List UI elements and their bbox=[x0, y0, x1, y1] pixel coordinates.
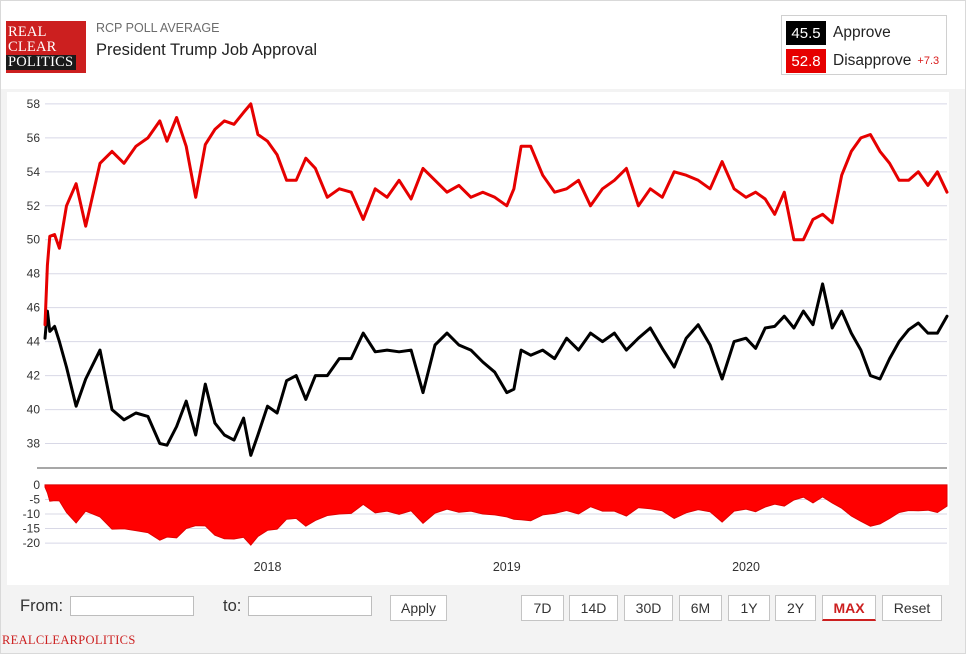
main-y-tick-label: 44 bbox=[27, 335, 41, 349]
main-y-tick-label: 58 bbox=[27, 97, 41, 111]
spread-y-tick-label: -10 bbox=[23, 507, 41, 521]
disapprove-line bbox=[43, 102, 949, 327]
main-y-tick-label: 48 bbox=[27, 267, 41, 281]
approve-value-badge: 45.5 bbox=[786, 21, 826, 45]
logo-line-3: POLITICS bbox=[6, 55, 77, 70]
chart-controls: From: to: Apply 7D 14D 30D 6M 1Y 2Y MAX … bbox=[1, 589, 965, 629]
widget-header: REAL CLEAR POLITICS RCP POLL AVERAGE Pre… bbox=[1, 1, 965, 89]
logo-line-2: CLEAR bbox=[8, 39, 57, 55]
logo-line-1: REAL bbox=[8, 24, 47, 40]
x-tick-label: 2018 bbox=[254, 560, 282, 574]
main-y-tick-label: 54 bbox=[27, 165, 41, 179]
main-y-tick-label: 42 bbox=[27, 369, 41, 383]
main-y-tick-label: 50 bbox=[27, 233, 41, 247]
range-6m-button[interactable]: 6M bbox=[679, 595, 722, 621]
apply-button[interactable]: Apply bbox=[390, 595, 447, 621]
disapprove-value-badge: 52.8 bbox=[786, 49, 826, 73]
main-y-tick-label: 46 bbox=[27, 301, 41, 315]
approve-label: Approve bbox=[833, 24, 891, 41]
chart-area: 38 40 42 44 46 48 50 52 54 56 58 0 -5 -10 -15 -20 2018 20… bbox=[7, 92, 949, 585]
from-label: From: bbox=[20, 597, 64, 615]
range-2y-button[interactable]: 2Y bbox=[775, 595, 816, 621]
to-label: to: bbox=[223, 597, 242, 615]
range-14d-button[interactable]: 14D bbox=[569, 595, 618, 621]
range-7d-button[interactable]: 7D bbox=[521, 595, 564, 621]
to-date-input[interactable] bbox=[248, 596, 372, 616]
reset-button[interactable]: Reset bbox=[882, 595, 942, 621]
main-y-tick-label: 38 bbox=[27, 437, 41, 451]
poll-kicker: RCP POLL AVERAGE bbox=[96, 21, 220, 35]
chart-legend: 45.5 Approve 52.8 Disapprove +7.3 bbox=[781, 15, 947, 75]
x-tick-label: 2019 bbox=[493, 560, 521, 574]
range-30d-button[interactable]: 30D bbox=[624, 595, 673, 621]
disapprove-label: Disapprove bbox=[833, 52, 912, 69]
approve-line bbox=[43, 282, 949, 457]
range-max-button[interactable]: MAX bbox=[822, 595, 876, 621]
from-date-input[interactable] bbox=[70, 596, 194, 616]
footer-brand: REALCLEARPOLITICS bbox=[2, 633, 136, 647]
range-1y-button[interactable]: 1Y bbox=[728, 595, 770, 621]
spread-value: +7.3 bbox=[917, 55, 940, 67]
spread-area bbox=[44, 484, 948, 546]
main-y-tick-label: 52 bbox=[27, 199, 41, 213]
page-title: President Trump Job Approval bbox=[96, 41, 318, 59]
legend-approve: 45.5 Approve bbox=[786, 21, 891, 45]
x-tick-label: 2020 bbox=[732, 560, 760, 574]
approval-chart: 38 40 42 44 46 48 50 52 54 56 58 0-5-10-15-20 2018 20… bbox=[23, 97, 949, 574]
spread-y-tick-label: -20 bbox=[23, 536, 41, 550]
legend-disapprove: 52.8 Disapprove +7.3 bbox=[786, 49, 939, 73]
spread-y-tick-label: -5 bbox=[29, 492, 40, 506]
main-y-tick-label: 40 bbox=[27, 403, 41, 417]
rcp-logo: REAL CLEAR POLITICS bbox=[6, 21, 86, 73]
main-y-tick-label: 56 bbox=[27, 131, 41, 145]
spread-y-tick-label: 0 bbox=[33, 478, 40, 492]
spread-y-tick-label: -15 bbox=[23, 522, 41, 536]
